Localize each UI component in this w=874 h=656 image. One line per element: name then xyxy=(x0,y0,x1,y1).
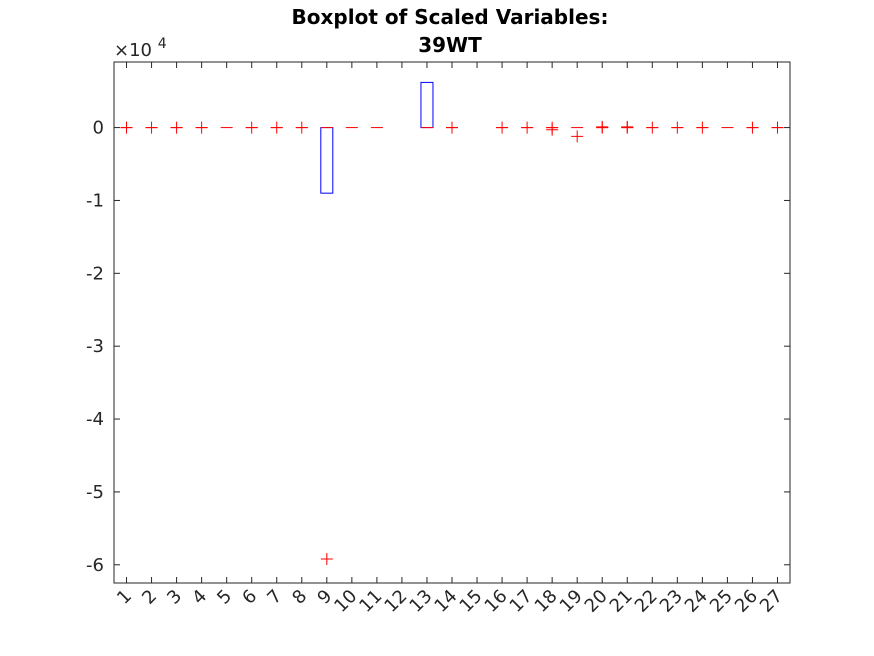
x-tick-label: 2 xyxy=(138,586,161,609)
y-tick-label: -2 xyxy=(86,263,104,284)
outlier-3 xyxy=(170,121,183,134)
outlier-1 xyxy=(120,121,133,134)
y-axis-multiplier: ×10 4 xyxy=(114,36,167,61)
x-tick-label: 1 xyxy=(113,586,136,609)
plot-area: 0-1-2-3-4-5-61 2 3 4 5 6 7 8 9101112131415161718… xyxy=(86,61,791,617)
outlier-16 xyxy=(496,121,509,134)
outlier-18 xyxy=(546,123,559,136)
y-tick-label: 0 xyxy=(93,118,104,139)
outlier-20 xyxy=(596,120,609,133)
outlier-2 xyxy=(145,121,158,134)
y-tick-label: -1 xyxy=(86,190,104,211)
outlier-24 xyxy=(696,121,709,134)
x-tick-label: 8 xyxy=(288,586,311,609)
chart-title-line-2: 39WT xyxy=(418,33,482,57)
y-axis-multiplier-exponent: 4 xyxy=(158,36,167,52)
x-tick-label: 6 xyxy=(238,586,261,609)
y-tick-label: -5 xyxy=(86,482,104,503)
outlier-17 xyxy=(521,121,534,134)
outlier-14 xyxy=(446,121,458,134)
x-tick-label: 7 xyxy=(263,586,286,609)
axes-frame xyxy=(113,61,791,584)
x-tick-label: 3 xyxy=(163,586,186,609)
outlier-6 xyxy=(245,121,258,134)
box-13 xyxy=(420,81,434,129)
x-tick-label: 4 xyxy=(188,586,211,609)
y-tick-label: -3 xyxy=(86,336,104,357)
outlier-9 xyxy=(320,552,333,565)
outlier-19 xyxy=(571,130,584,143)
outlier-21 xyxy=(621,120,634,133)
y-tick-label: -6 xyxy=(86,555,104,576)
x-tick-label: 5 xyxy=(213,586,236,609)
outlier-8 xyxy=(295,121,308,134)
outlier-27 xyxy=(771,121,784,134)
x-tick-label: 27 xyxy=(756,586,787,617)
y-axis-multiplier-base: ×10 xyxy=(114,40,152,61)
outlier-4 xyxy=(195,121,208,134)
chart-title-line-1: Boxplot of Scaled Variables: xyxy=(292,5,609,29)
outlier-23 xyxy=(671,121,684,134)
box-9 xyxy=(320,127,334,194)
y-tick-label: -4 xyxy=(86,409,104,430)
outlier-26 xyxy=(746,121,759,134)
outlier-7 xyxy=(270,121,283,134)
outlier-22 xyxy=(646,121,659,134)
